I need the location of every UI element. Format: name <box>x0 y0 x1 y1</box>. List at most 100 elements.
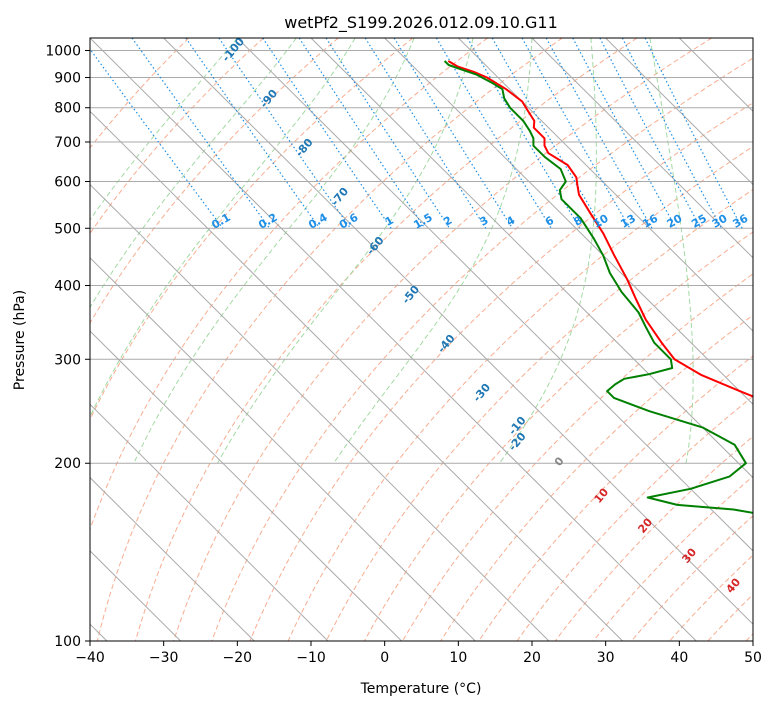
dry-adiabat-label: 10 <box>591 485 611 505</box>
mixing-ratio-line <box>572 38 677 229</box>
isotherm-line <box>90 257 476 641</box>
mixing-ratio-line <box>90 48 224 229</box>
x-tick-label: 30 <box>597 650 615 666</box>
y-tick-label: 500 <box>54 221 81 237</box>
y-tick-label: 400 <box>54 278 81 294</box>
line-labels: 0.1 0.2 0.4 0.6 1 1.5 2 3 4 6 8 10 13 16 20 25 30 36-100-… <box>209 35 750 596</box>
dry-adiabat-line <box>90 38 264 235</box>
mixing-ratio-line <box>185 38 321 229</box>
isotherm-line <box>90 403 329 641</box>
isotherm-line <box>90 330 402 641</box>
dry-adiabat-label: -60 <box>364 234 387 258</box>
moist-adiabat-line <box>649 38 694 464</box>
mixing-ratio-label: 4 <box>504 214 517 229</box>
dry-adiabat-label: 20 <box>635 515 655 535</box>
x-tick-label: −20 <box>223 650 253 666</box>
dry-adiabat-line <box>96 38 563 641</box>
y-tick-label: 600 <box>54 175 81 191</box>
isotherm-line <box>90 476 255 641</box>
mixing-ratio-line <box>325 38 451 229</box>
dry-adiabat-line <box>745 633 753 641</box>
isotherm-line <box>163 38 753 625</box>
chart-title: wetPf2_S199.2026.012.09.10.G11 <box>284 13 558 33</box>
profile-curves <box>443 60 753 514</box>
x-axis: −40 −30 −20 −10 0 10 20 30 40 50 <box>75 641 762 666</box>
dry-adiabat-line <box>554 435 753 641</box>
dewpoint-profile-line <box>443 60 753 514</box>
mixing-ratio-line <box>218 38 351 229</box>
dry-adiabat-label: -10 <box>506 414 529 438</box>
moist-adiabat-line <box>333 38 533 464</box>
temperature-profile-line <box>447 60 753 398</box>
dry-adiabat-label: -30 <box>470 381 493 405</box>
mixing-ratio-line <box>599 38 702 229</box>
x-tick-label: −10 <box>296 650 326 666</box>
dry-adiabat-label: 40 <box>723 575 743 595</box>
dry-adiabat-line <box>707 593 753 641</box>
isotherm-line <box>90 110 623 641</box>
mixing-ratio-label: 2 <box>441 214 454 229</box>
dry-adiabat-line <box>249 102 753 641</box>
x-tick-label: 10 <box>449 650 467 666</box>
dry-adiabat-line <box>440 314 753 641</box>
dry-adiabat-line <box>402 273 753 641</box>
isotherm-line <box>236 38 753 552</box>
x-tick-label: 40 <box>670 650 688 666</box>
moist-adiabat-line <box>90 38 238 221</box>
mixing-ratio-line <box>545 38 653 229</box>
dry-adiabat-line <box>516 395 753 641</box>
y-tick-label: 300 <box>54 352 81 368</box>
x-tick-label: −30 <box>149 650 179 666</box>
dry-adiabat-label: 0 <box>552 454 567 468</box>
moist-adiabat-line <box>90 38 356 418</box>
x-tick-label: 50 <box>744 650 762 666</box>
x-axis-label: Temperature (°C) <box>360 681 482 697</box>
y-tick-label: 200 <box>54 456 81 472</box>
dry-adiabat-label: -90 <box>257 87 280 111</box>
dry-adiabat-line <box>325 188 753 641</box>
isotherm-line <box>310 38 753 479</box>
dry-adiabat-label: -50 <box>399 283 422 307</box>
mixing-ratio-line <box>262 38 392 229</box>
moist-adiabat-line <box>90 38 297 309</box>
isotherm-line <box>90 38 697 641</box>
y-tick-label: 800 <box>54 101 81 117</box>
y-tick-label: 700 <box>54 135 81 151</box>
x-tick-label: −40 <box>75 650 105 666</box>
isotherm-line <box>752 38 753 39</box>
dry-adiabat-line <box>134 38 638 641</box>
mixing-ratio-line <box>644 38 743 229</box>
dry-adiabat-line <box>363 231 753 641</box>
moist-adiabat-line <box>133 38 415 464</box>
mixing-ratio-label: 6 <box>543 214 556 229</box>
dry-adiabat-label: 30 <box>679 545 699 565</box>
isotherm-line <box>384 38 753 406</box>
mixing-ratio-line <box>521 38 631 229</box>
dry-adiabat-line <box>478 355 753 641</box>
mixing-ratio-label: 3 <box>477 214 490 229</box>
isotherm-line <box>531 38 753 259</box>
y-tick-label: 1000 <box>45 44 81 60</box>
x-tick-label: 0 <box>380 650 389 666</box>
isotherm-line <box>457 38 753 332</box>
dry-adiabat-line <box>173 38 712 641</box>
dry-adiabat-line <box>90 38 414 421</box>
dry-adiabat-line <box>90 38 339 324</box>
plot-frame <box>89 37 754 642</box>
mixing-ratio-line <box>298 38 426 229</box>
moist-adiabat-line <box>499 38 597 464</box>
dry-adiabat-line <box>90 38 488 531</box>
y-axis: 1000 900 800 700 600 500 400 300 200 100 <box>45 44 90 650</box>
dry-adiabat-line <box>90 38 190 149</box>
y-tick-label: 900 <box>54 71 81 87</box>
dry-adiabat-label: -100 <box>219 35 247 65</box>
y-axis-label: Pressure (hPa) <box>12 290 28 390</box>
y-tick-label: 100 <box>54 634 81 650</box>
mixing-ratio-line <box>393 38 513 229</box>
mixing-ratio-line <box>131 38 271 229</box>
x-tick-label: 20 <box>523 650 541 666</box>
mixing-ratio-line <box>621 38 722 229</box>
isotherm-line <box>90 183 550 641</box>
isotherm-line <box>605 38 753 186</box>
